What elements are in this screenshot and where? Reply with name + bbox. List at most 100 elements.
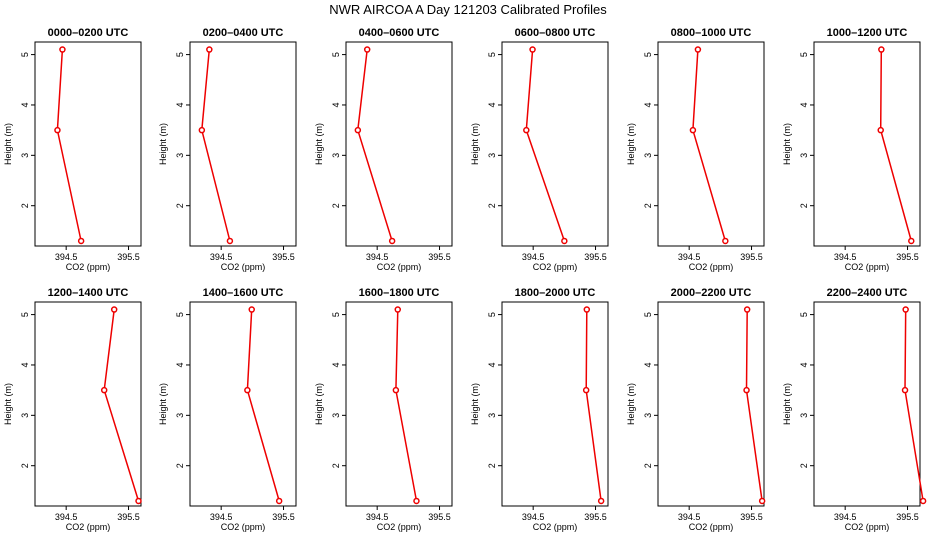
data-point [582,386,590,394]
data-point [694,46,702,53]
y-tick-label: 2 [175,203,185,208]
x-tick-label: 394.5 [210,252,233,262]
panel-title: 2200–2400 UTC [827,287,908,299]
y-axis-label: Height (m) [470,123,480,165]
data-point [354,126,362,134]
plot-frame [813,301,921,507]
x-tick-label: 394.5 [55,252,78,262]
data-point [722,237,729,245]
y-axis-label: Height (m) [626,123,636,165]
x-tick-label: 394.5 [55,512,78,522]
profile-line [692,49,727,242]
y-tick-label: 3 [175,153,185,158]
panel-4: 0600–0800 UTC 394.5 395.5 2 3 4 5 CO2 (ppm) Heig… [470,27,609,272]
data-point [743,386,750,394]
y-tick-label: 4 [643,362,653,367]
panel-5: 0800–1000 UTC 394.5 395.5 2 3 4 5 CO2 (ppm) Heig… [626,27,765,272]
y-tick-label: 5 [20,52,30,57]
y-axis-label: Height (m) [626,383,636,425]
panel-title: 1000–1200 UTC [827,27,908,39]
profile-line [201,49,231,242]
x-tick-label: 395.5 [117,252,140,262]
y-tick-label: 3 [331,153,341,158]
y-tick-label: 4 [643,102,653,107]
data-point [413,497,420,505]
y-tick-label: 4 [487,102,497,107]
y-axis-label: Height (m) [782,123,792,165]
data-point [758,497,766,505]
x-tick-label: 395.5 [272,252,295,262]
data-point [394,306,402,313]
x-tick-label: 394.5 [678,512,701,522]
panel-2: 0200–0400 UTC 394.5 395.5 2 3 4 5 CO2 (ppm) Heig… [158,27,297,272]
x-tick-label: 394.5 [834,252,857,262]
y-tick-label: 4 [20,102,30,107]
y-tick-label: 2 [331,463,341,468]
y-tick-label: 4 [487,362,497,367]
y-tick-label: 3 [20,153,30,158]
y-tick-label: 4 [331,102,341,107]
x-axis-label: CO2 (ppm) [845,262,890,272]
x-axis-label: CO2 (ppm) [66,522,111,532]
data-point [902,306,909,313]
panel-7: 1200–1400 UTC 394.5 395.5 2 3 4 5 CO2 (ppm) Heig… [3,287,142,532]
data-point [54,126,61,134]
x-tick-label: 395.5 [740,512,763,522]
profile-line [879,49,913,242]
y-tick-label: 5 [643,52,653,57]
panel-title: 0800–1000 UTC [671,27,752,39]
y-tick-label: 5 [175,312,185,317]
data-point [248,306,255,313]
x-tick-label: 395.5 [896,252,919,262]
plot-frame [345,41,453,247]
panel-6: 1000–1200 UTC 394.5 395.5 2 3 4 5 CO2 (ppm) Heig… [782,27,921,272]
data-point [689,126,697,134]
y-tick-label: 5 [799,52,809,57]
y-tick-label: 4 [799,102,809,107]
data-point [198,126,206,134]
y-axis-label: Height (m) [3,383,13,425]
y-tick-label: 5 [175,52,185,57]
y-tick-label: 3 [799,153,809,158]
plot-frame [345,301,453,507]
profile-line [103,309,140,502]
y-tick-label: 2 [799,463,809,468]
x-axis-label: CO2 (ppm) [533,262,578,272]
x-axis-label: CO2 (ppm) [66,262,111,272]
panel-title: 2000–2200 UTC [671,287,752,299]
y-tick-label: 3 [487,153,497,158]
plot-frame [34,41,142,247]
profile-line [745,309,763,502]
x-tick-label: 394.5 [366,512,389,522]
data-point [561,237,568,245]
y-tick-label: 4 [175,362,185,367]
y-axis-label: Height (m) [314,123,324,165]
data-point [206,46,213,53]
x-tick-label: 395.5 [584,252,607,262]
y-tick-label: 4 [175,102,185,107]
plot-frame [657,301,765,507]
panel-11: 2000–2200 UTC 394.5 395.5 2 3 4 5 CO2 (ppm) Heig… [626,287,766,532]
y-tick-label: 3 [331,413,341,418]
data-point [523,126,530,134]
y-tick-label: 3 [643,153,653,158]
y-tick-label: 5 [487,312,497,317]
y-tick-label: 3 [643,413,653,418]
y-tick-label: 3 [799,413,809,418]
y-axis-label: Height (m) [782,383,792,425]
y-tick-label: 2 [487,203,497,208]
panel-12: 2200–2400 UTC 394.5 395.5 2 3 4 5 CO2 (ppm) Heig… [782,287,927,532]
y-axis-label: Height (m) [314,383,324,425]
plot-frame [501,301,609,507]
y-axis-label: Height (m) [470,383,480,425]
x-tick-label: 395.5 [428,252,451,262]
panel-9: 1600–1800 UTC 394.5 395.5 2 3 4 5 CO2 (ppm) Heig… [314,287,453,532]
y-tick-label: 2 [643,203,653,208]
x-tick-label: 395.5 [117,512,140,522]
panel-grid: 0000–0200 UTC 394.5 395.5 2 3 4 5 CO2 (ppm) Heig… [3,27,927,532]
data-point [77,237,85,245]
panel-1: 0000–0200 UTC 394.5 395.5 2 3 4 5 CO2 (ppm) Heig… [3,27,142,272]
y-tick-label: 2 [643,463,653,468]
panel-10: 1800–2000 UTC 394.5 395.5 2 3 4 5 CO2 (ppm) Heig… [470,287,609,532]
